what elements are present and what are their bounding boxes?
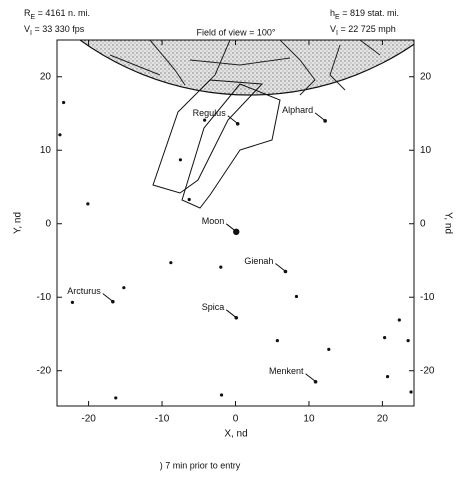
star	[409, 390, 413, 394]
caption: ) 7 min prior to entry	[160, 460, 241, 470]
y-axis-label-right: Y, nd	[442, 212, 453, 234]
named-star	[234, 316, 239, 320]
star	[327, 347, 331, 352]
header-right: hE = 819 stat. mi.	[330, 8, 399, 20]
y-tick-label: 20	[40, 71, 52, 82]
named-star	[235, 121, 240, 126]
star	[122, 286, 126, 290]
header-symbol: R	[24, 8, 31, 18]
y-tick-label-right: 10	[420, 145, 432, 156]
x-tick-label: 0	[233, 414, 239, 425]
star-label: Spica	[202, 302, 225, 312]
header-subscript: E	[335, 14, 340, 21]
y-tick-label: -10	[37, 292, 52, 303]
header-symbol: V	[24, 24, 30, 34]
star	[219, 393, 224, 397]
named-star	[283, 269, 288, 274]
y-tick-label-right: -10	[420, 292, 435, 303]
star-label: Arcturus	[67, 286, 101, 296]
star-label: Alphard	[282, 105, 313, 115]
star	[62, 100, 66, 105]
star	[275, 338, 279, 343]
named-star	[313, 379, 318, 384]
x-tick-label: 20	[377, 414, 389, 425]
star-label: Regulus	[193, 108, 227, 118]
star	[383, 336, 387, 340]
star	[178, 158, 183, 162]
named-star	[111, 299, 115, 304]
star	[397, 318, 401, 322]
star	[203, 118, 207, 122]
header-symbol: V	[330, 24, 336, 34]
leader-line	[225, 223, 236, 232]
y-tick-label: 0	[45, 218, 51, 229]
x-tick-label: -10	[155, 414, 170, 425]
star	[294, 294, 299, 299]
leader-line	[314, 112, 325, 121]
header-text: = 22 725 mph	[338, 24, 396, 34]
leader-line	[275, 263, 285, 271]
star-label: Moon	[202, 216, 225, 226]
leader-line	[102, 293, 113, 302]
leader-line	[227, 115, 238, 124]
named-star	[323, 119, 327, 123]
star	[70, 300, 75, 304]
star	[385, 375, 390, 379]
y-tick-label: -20	[37, 365, 52, 376]
header-symbol: h	[330, 8, 335, 18]
y-tick-label-right: -20	[420, 365, 435, 376]
header-subscript: E	[31, 14, 36, 21]
header-left: RE = 4161 n. mi.	[24, 8, 90, 20]
window-outline	[152, 79, 281, 209]
x-tick-label: 10	[303, 414, 315, 425]
star	[219, 265, 223, 269]
header-subscript: I	[336, 30, 338, 37]
header-text: = 819 stat. mi.	[340, 8, 399, 18]
star	[114, 396, 118, 400]
star-label: Gienah	[244, 256, 273, 266]
star	[58, 133, 62, 137]
header-subscript: I	[30, 30, 32, 37]
y-tick-label-right: 0	[420, 218, 426, 229]
chart-title: Field of view = 100°	[197, 27, 276, 37]
star	[406, 338, 410, 343]
x-axis-label: X, nd	[224, 429, 247, 440]
header-text: = 33 330 fps	[32, 24, 85, 34]
star-label: Menkent	[269, 366, 304, 376]
earth-horizon	[79, 40, 414, 96]
y-tick-label-right: 20	[420, 71, 432, 82]
header-right: VI = 22 725 mph	[330, 24, 396, 36]
star	[86, 202, 90, 206]
x-tick-label: -20	[81, 414, 96, 425]
star	[187, 197, 191, 202]
y-tick-label: 10	[40, 145, 52, 156]
leader-line	[305, 373, 315, 382]
leader-line	[225, 309, 236, 318]
y-axis-label: Y, nd	[13, 212, 24, 234]
header-text: = 4161 n. mi.	[35, 8, 90, 18]
header-left: VI = 33 330 fps	[24, 24, 85, 36]
star	[169, 261, 173, 265]
